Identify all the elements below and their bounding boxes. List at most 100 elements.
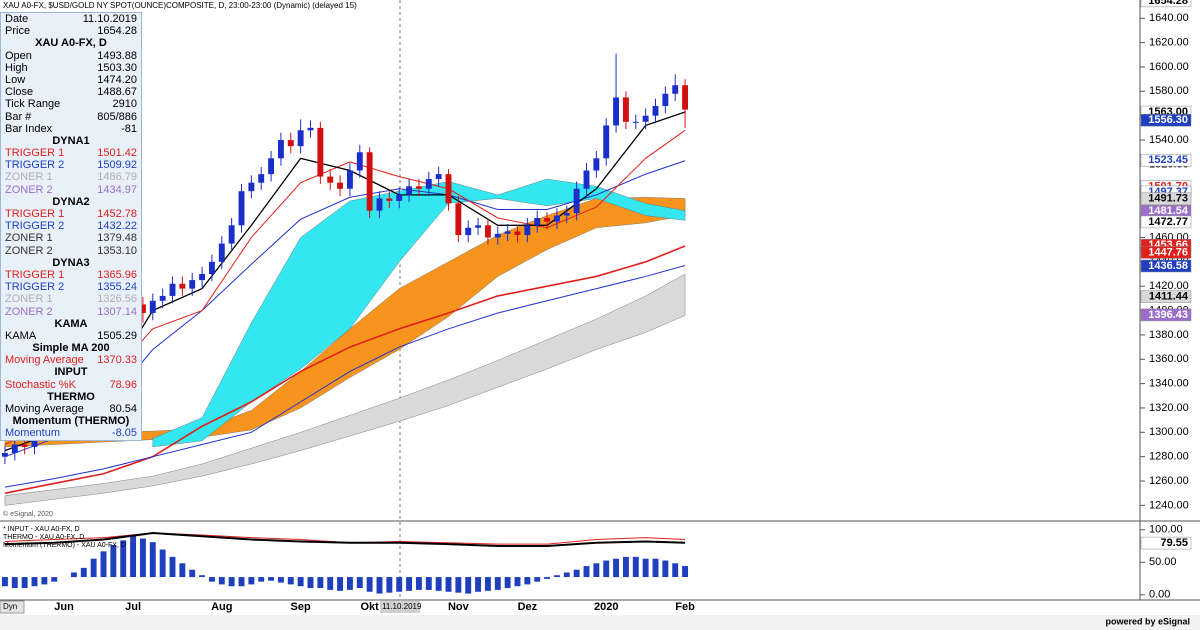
momentum-bar xyxy=(149,542,156,578)
panel-value: 1379.48 xyxy=(97,232,137,245)
dyn-label[interactable]: Dyn xyxy=(3,602,17,611)
momentum-bar xyxy=(287,577,294,585)
momentum-bar xyxy=(494,577,501,590)
panel-label: High xyxy=(5,61,28,74)
x-tick-label: Nov xyxy=(448,601,470,613)
candle-body xyxy=(199,274,206,281)
momentum-bar xyxy=(386,577,393,593)
price-tag xyxy=(1140,308,1192,322)
candle-body xyxy=(337,182,344,189)
candle-body xyxy=(139,304,146,313)
panel-heading-text: DYNA2 xyxy=(52,195,90,208)
y-tick-label: 1380.00 xyxy=(1149,329,1189,341)
panel-label: ZONER 2 xyxy=(5,244,53,257)
panel-row: Bar # 805/886 xyxy=(1,111,141,123)
momentum-bar xyxy=(583,566,590,578)
y-tick-label: 1300.00 xyxy=(1149,426,1189,438)
panel-value: 1326.56 xyxy=(97,293,137,306)
candle-body xyxy=(504,231,511,234)
panel-row: Price 1654.28 xyxy=(1,25,141,37)
momentum-bar xyxy=(159,549,166,578)
momentum-bar xyxy=(573,569,580,578)
panel-row: Low 1474.20 xyxy=(1,74,141,86)
candle-body xyxy=(425,179,432,189)
info-panel: Date 11.10.2019 Price 1654.28 XAU A0-FX, D Op… xyxy=(0,12,142,441)
panel-heading: DYNA2 xyxy=(1,196,141,208)
candle-body xyxy=(435,174,442,180)
momentum-bar xyxy=(346,577,353,590)
momentum-bar xyxy=(277,577,284,583)
momentum-bar xyxy=(622,556,629,578)
panel-value: 1486.79 xyxy=(97,171,137,184)
panel-row: High 1503.30 xyxy=(1,62,141,74)
momentum-bar xyxy=(70,572,77,578)
momentum-bar xyxy=(199,575,206,578)
momentum-bar xyxy=(258,577,265,582)
candle-body xyxy=(642,115,649,122)
price-tag-label: 1654.28 xyxy=(1148,0,1188,7)
x-tick-label: Feb xyxy=(675,601,695,613)
y-tick-label: 1600.00 xyxy=(1149,61,1189,73)
y-tick-label: 100.00 xyxy=(1149,524,1183,536)
candle-body xyxy=(386,198,393,201)
panel-label: Stochastic %K xyxy=(5,378,76,391)
candle-body xyxy=(484,225,491,238)
candle-body xyxy=(593,158,600,171)
momentum-bar xyxy=(642,558,649,578)
panel-row: ZONER 2 1434.97 xyxy=(1,184,141,196)
momentum-bar xyxy=(445,577,452,592)
candle-body xyxy=(268,158,275,175)
panel-value: 1434.97 xyxy=(97,183,137,196)
price-tag-label: 1556.30 xyxy=(1148,114,1188,126)
candle-body xyxy=(376,198,383,211)
candle-body xyxy=(169,283,176,296)
momentum-bar xyxy=(189,569,196,578)
candle-body xyxy=(652,105,659,116)
indicator-title: Momentum (THERMO) - XAU A0-FX, D xyxy=(3,542,126,549)
momentum-bar xyxy=(603,560,610,578)
candle-body xyxy=(613,97,620,126)
panel-row: Moving Average 80.54 xyxy=(1,403,141,415)
panel-label: TRIGGER 1 xyxy=(5,208,65,220)
candle-body xyxy=(248,182,255,192)
panel-value: -8.05 xyxy=(111,427,137,440)
band xyxy=(4,273,686,506)
candle-body xyxy=(356,152,363,171)
momentum-bar xyxy=(169,556,176,578)
momentum-bar xyxy=(366,577,373,592)
brand: powered by eSignal xyxy=(1105,616,1190,626)
candle-body xyxy=(524,225,531,236)
panel-value: 1370.33 xyxy=(97,354,137,367)
momentum-bar xyxy=(21,577,28,589)
panel-heading-text: THERMO xyxy=(47,390,95,403)
panel-heading-text: INPUT xyxy=(54,366,88,379)
y-tick-label: 1360.00 xyxy=(1149,353,1189,365)
price-tag xyxy=(1140,0,1192,8)
panel-row: Date 11.10.2019 xyxy=(1,13,141,25)
panel-row: TRIGGER 1 1501.42 xyxy=(1,147,141,159)
candle-body xyxy=(317,127,324,177)
momentum-bar xyxy=(544,577,551,579)
price-tag-label: 1436.58 xyxy=(1148,260,1188,272)
panel-label: Moving Average xyxy=(5,403,84,415)
panel-label: Momentum xyxy=(5,427,61,440)
momentum-bar xyxy=(31,577,38,587)
candle-body xyxy=(632,121,639,123)
momentum-bar xyxy=(307,577,314,589)
momentum-bar xyxy=(327,577,334,590)
panel-label: ZONER 1 xyxy=(5,171,53,184)
candle-body xyxy=(327,176,334,183)
candle-body xyxy=(534,217,541,226)
dyn-box[interactable] xyxy=(0,600,25,614)
candle-body xyxy=(11,444,18,454)
crosshair-date-box xyxy=(380,601,420,613)
momentum-bar xyxy=(11,577,18,589)
momentum-bar xyxy=(632,556,639,578)
momentum-bar xyxy=(406,577,413,591)
panel-heading: DYNA3 xyxy=(1,257,141,269)
momentum-bar xyxy=(376,577,383,594)
panel-heading: THERMO xyxy=(1,391,141,403)
candle-body xyxy=(179,283,186,289)
